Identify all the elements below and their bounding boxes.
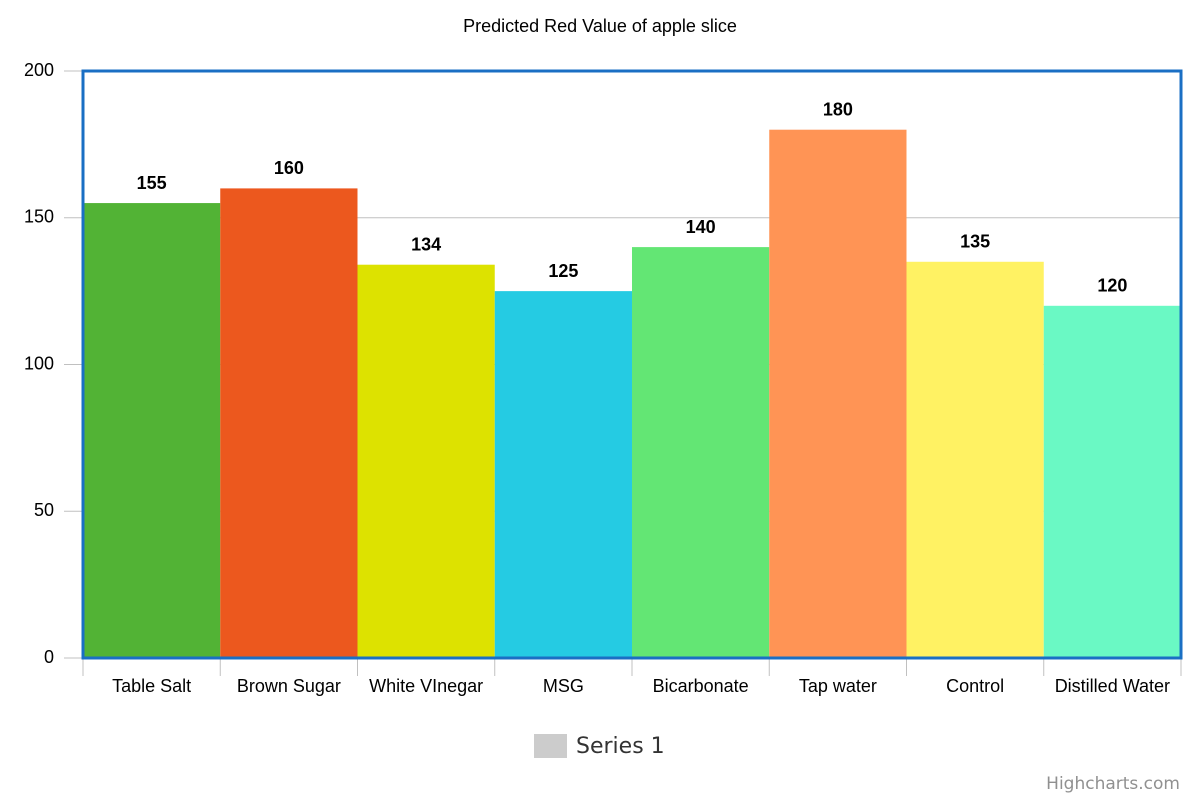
bar bbox=[357, 264, 495, 658]
x-tick-label: Bicarbonate bbox=[653, 676, 749, 696]
bar bbox=[906, 261, 1044, 658]
bar bbox=[494, 291, 632, 658]
bar bbox=[83, 203, 221, 658]
x-tick-label: MSG bbox=[543, 676, 584, 696]
data-label: 135 bbox=[960, 232, 990, 252]
y-tick-label: 150 bbox=[24, 207, 54, 227]
y-tick-label: 0 bbox=[44, 647, 54, 667]
chart-title: Predicted Red Value of apple slice bbox=[463, 16, 737, 36]
y-tick-label: 200 bbox=[24, 60, 54, 80]
plot-border bbox=[81, 69, 1183, 660]
data-label: 160 bbox=[274, 158, 304, 178]
bar bbox=[1043, 305, 1181, 658]
data-label: 120 bbox=[1097, 276, 1127, 296]
credits[interactable]: Highcharts.com bbox=[1046, 774, 1180, 794]
x-tick-label: Distilled Water bbox=[1055, 676, 1170, 696]
legend-swatch[interactable] bbox=[534, 734, 567, 758]
data-label: 134 bbox=[411, 234, 441, 254]
y-tick-label: 50 bbox=[34, 500, 54, 520]
bar bbox=[632, 247, 770, 658]
data-label: 140 bbox=[686, 217, 716, 237]
data-label: 155 bbox=[137, 173, 167, 193]
bar bbox=[220, 188, 358, 658]
x-tick-label: Control bbox=[946, 676, 1004, 696]
x-tick-label: Tap water bbox=[799, 676, 877, 696]
data-label: 180 bbox=[823, 99, 853, 119]
bar bbox=[769, 129, 907, 658]
data-label: 125 bbox=[548, 261, 578, 281]
x-tick-label: Table Salt bbox=[112, 676, 191, 696]
x-tick-label: White VInegar bbox=[369, 676, 483, 696]
x-tick-label: Brown Sugar bbox=[237, 676, 341, 696]
legend-label[interactable]: Series 1 bbox=[576, 734, 665, 759]
y-tick-label: 100 bbox=[24, 353, 54, 373]
